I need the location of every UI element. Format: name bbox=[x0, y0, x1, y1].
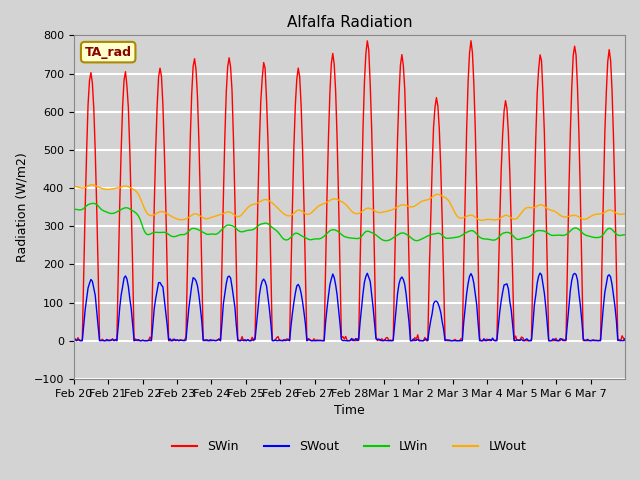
LWin bbox=[355, 236, 362, 241]
LWin bbox=[70, 206, 77, 212]
LWout bbox=[355, 211, 362, 216]
LWout bbox=[90, 182, 98, 188]
SWin bbox=[467, 38, 475, 44]
LWout bbox=[88, 182, 96, 188]
Line: LWin: LWin bbox=[74, 204, 625, 240]
Title: Alfalfa Radiation: Alfalfa Radiation bbox=[287, 15, 412, 30]
SWout bbox=[618, 338, 626, 344]
LWout bbox=[108, 186, 115, 192]
SWout bbox=[463, 291, 470, 297]
SWin bbox=[464, 79, 472, 85]
SWin bbox=[548, 338, 556, 344]
LWout bbox=[464, 213, 472, 219]
Line: SWout: SWout bbox=[74, 273, 625, 341]
SWin bbox=[73, 338, 81, 344]
SWout bbox=[88, 278, 96, 284]
LWin bbox=[621, 232, 629, 238]
SWout bbox=[70, 338, 77, 344]
LWout bbox=[477, 217, 485, 223]
SWout bbox=[536, 270, 544, 276]
Text: TA_rad: TA_rad bbox=[84, 46, 132, 59]
LWin bbox=[412, 238, 420, 243]
LWin bbox=[88, 201, 96, 206]
Line: SWin: SWin bbox=[74, 41, 625, 341]
Legend: SWin, SWout, LWin, LWout: SWin, SWout, LWin, LWout bbox=[168, 435, 531, 458]
LWin bbox=[108, 211, 115, 216]
LWout bbox=[548, 207, 556, 213]
LWout bbox=[70, 183, 77, 189]
LWin bbox=[466, 228, 474, 234]
SWin bbox=[621, 338, 629, 344]
LWout bbox=[621, 211, 629, 217]
SWin bbox=[108, 338, 115, 344]
Y-axis label: Radiation (W/m2): Radiation (W/m2) bbox=[15, 152, 28, 262]
LWin bbox=[548, 232, 556, 238]
SWout bbox=[621, 336, 629, 342]
SWin bbox=[90, 106, 98, 112]
SWout bbox=[353, 338, 361, 344]
SWin bbox=[620, 336, 627, 341]
LWin bbox=[90, 201, 98, 206]
LWin bbox=[620, 232, 627, 238]
LWout bbox=[620, 211, 627, 217]
SWin bbox=[355, 338, 362, 344]
SWin bbox=[70, 337, 77, 343]
SWout bbox=[547, 338, 554, 344]
Line: LWout: LWout bbox=[74, 185, 625, 220]
X-axis label: Time: Time bbox=[334, 404, 365, 417]
SWout bbox=[106, 338, 113, 344]
